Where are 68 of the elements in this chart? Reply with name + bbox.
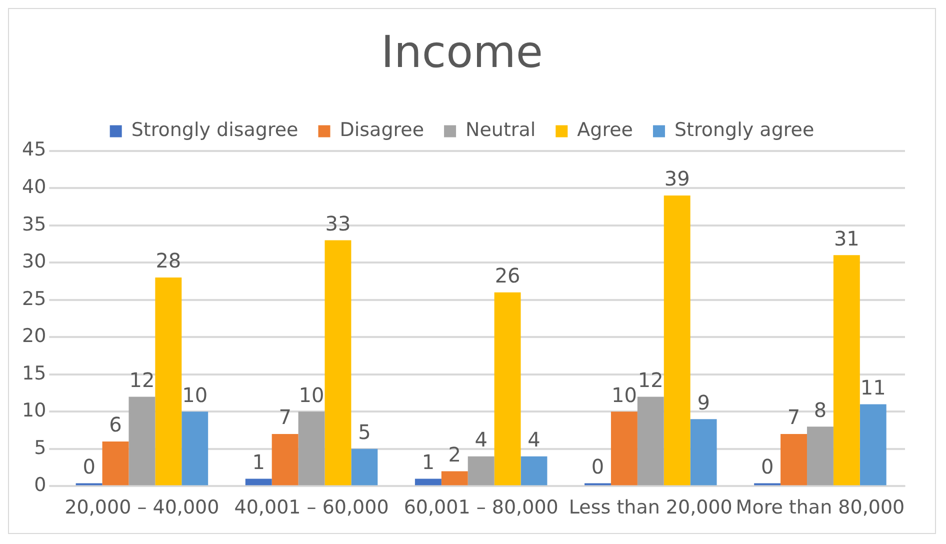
data-label: 6 [109,412,122,437]
y-tick-label: 5 [34,436,46,459]
bar [414,478,442,486]
y-tick-label: 25 [22,288,46,310]
data-label: 10 [298,382,324,407]
legend-label: Disagree [340,119,424,142]
data-label: 10 [611,382,637,407]
data-label: 4 [528,428,540,452]
legend-label: Strongly agree [674,119,814,142]
y-tick-label: 45 [22,138,46,161]
bar [664,196,690,486]
bar [833,255,860,486]
data-label: 5 [358,420,371,444]
data-label: 2 [448,442,462,466]
bar [102,441,129,486]
data-label: 26 [494,264,520,288]
data-label: 7 [787,405,800,430]
data-label: 12 [129,368,155,392]
x-tick-label: 40,001 – 60,000 [234,496,389,519]
data-label: 9 [697,390,710,414]
bar [520,456,548,486]
data-label: 1 [422,450,435,474]
bar [494,292,521,486]
bar [324,240,352,486]
y-tick-label: 35 [22,213,46,236]
x-tick-label: Less than 20,000 [568,496,732,519]
data-label: 33 [325,211,351,236]
y-tick-label: 0 [34,474,46,496]
x-tick-label: 60,001 – 80,000 [404,496,558,519]
bar [128,396,156,486]
bar [610,412,638,486]
chart-title: Income [381,26,543,78]
legend-label: Agree [577,119,634,142]
y-tick-label: 30 [22,250,46,273]
bar [637,396,664,486]
bar [690,419,717,486]
y-tick-label: 20 [22,325,46,348]
data-label: 8 [814,398,827,422]
bar [155,278,182,486]
data-label: 7 [278,405,292,430]
bar [182,412,208,486]
bar [272,434,298,486]
data-label: 0 [591,454,604,478]
legend-label: Neutral [466,119,536,142]
data-label: 1 [252,450,265,474]
bar [298,412,325,486]
bar [468,456,494,486]
data-label: 31 [834,226,860,250]
data-label: 12 [638,368,664,392]
bar [351,448,378,486]
data-label: 0 [760,454,774,478]
bar [245,478,272,486]
bar [780,434,807,486]
data-label: 11 [860,375,886,400]
x-tick-label: More than 80,000 [736,496,905,519]
data-label: 10 [182,382,208,407]
x-tick-label: 20,000 – 40,000 [64,496,220,519]
bar [441,471,468,486]
y-tick-label: 10 [22,400,46,422]
data-label: 28 [156,248,182,273]
y-tick-label: 15 [22,362,46,384]
data-label: 39 [664,166,690,191]
data-label: 4 [474,428,488,452]
bar [860,404,886,486]
legend-label: Strongly disagree [131,119,298,142]
y-tick-label: 40 [22,176,46,198]
data-label: 0 [82,454,96,478]
bar [806,426,834,486]
